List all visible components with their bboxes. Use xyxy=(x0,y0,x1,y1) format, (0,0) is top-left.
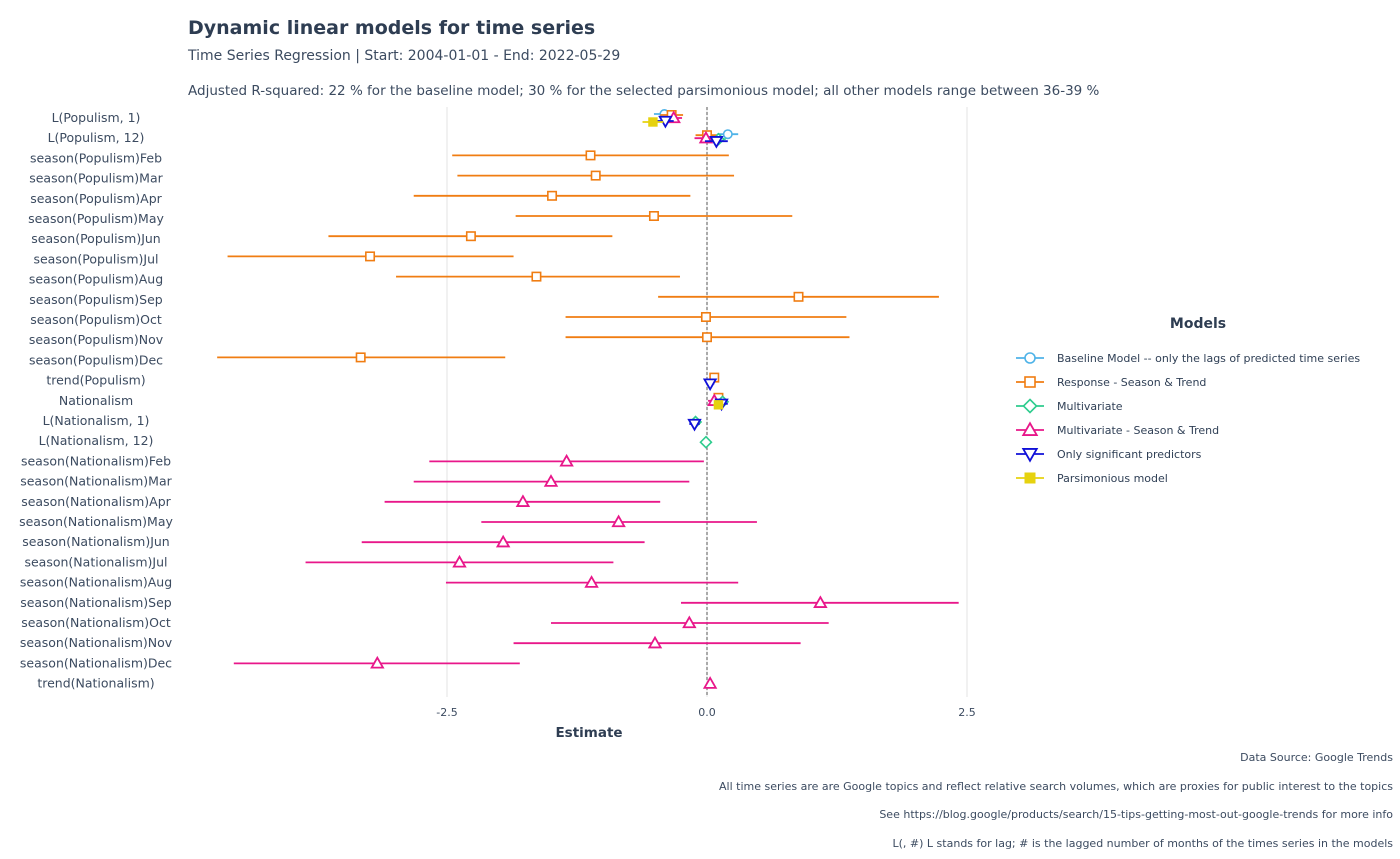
y-tick-label: season(Nationalism)May xyxy=(19,514,173,529)
estimate-point xyxy=(465,231,476,242)
estimate-point xyxy=(701,332,712,343)
estimate-point xyxy=(547,190,558,201)
y-tick-label: season(Nationalism)Jul xyxy=(24,554,167,569)
estimate-point xyxy=(452,554,467,568)
legend-label: Response - Season & Trend xyxy=(1057,375,1207,389)
estimate-point xyxy=(682,615,697,629)
y-tick-label: season(Populism)Dec xyxy=(29,352,163,367)
legend-key-icon xyxy=(1016,421,1044,436)
legend-key-icon xyxy=(1016,376,1044,388)
estimate-point xyxy=(365,251,376,262)
caption-link: See https://blog.google/products/search/… xyxy=(879,808,1393,822)
y-tick-label: season(Populism)Jul xyxy=(33,251,158,266)
x-tick-label: -2.5 xyxy=(436,706,457,719)
estimate-point xyxy=(648,211,659,222)
y-tick-label: season(Populism)May xyxy=(28,211,164,226)
series-5 xyxy=(642,117,724,410)
y-tick-label: season(Nationalism)Sep xyxy=(20,595,172,610)
x-tick-label: 2.5 xyxy=(958,706,976,719)
estimate-point xyxy=(559,453,574,467)
y-tick-label: season(Populism)Jun xyxy=(31,231,160,246)
legend-label: Multivariate - Season & Trend xyxy=(1057,423,1220,437)
estimate-point xyxy=(648,117,658,127)
caption-source: Data Source: Google Trends xyxy=(1240,751,1393,764)
legend-label: Parsimonious model xyxy=(1057,471,1168,485)
estimate-point xyxy=(585,150,596,161)
legend-label: Multivariate xyxy=(1057,399,1123,413)
y-tick-label: season(Populism)Nov xyxy=(29,332,164,347)
estimate-point xyxy=(543,474,559,487)
caption-topics: All time series are are Google topics an… xyxy=(719,779,1393,793)
legend-items: Baseline Model -- only the lags of predi… xyxy=(1015,346,1381,490)
y-tick-label: season(Populism)Aug xyxy=(29,272,163,287)
y-tick-label: L(Nationalism, 12) xyxy=(39,433,154,448)
estimate-point xyxy=(370,655,385,669)
chart-subtitle-r-squared: Adjusted R-squared: 22 % for the baselin… xyxy=(188,83,1100,99)
y-tick-label: season(Nationalism)Mar xyxy=(20,474,172,489)
estimate-point xyxy=(698,130,714,144)
y-tick-label: trend(Nationalism) xyxy=(37,676,154,691)
series-4 xyxy=(657,115,729,432)
estimate-point xyxy=(531,271,542,282)
legend-key-icon xyxy=(1016,352,1044,364)
y-tick-label: L(Nationalism, 1) xyxy=(43,413,150,428)
legend: Models Baseline Model -- only the lags o… xyxy=(1015,316,1381,490)
y-tick-label: season(Populism)Sep xyxy=(29,292,163,307)
legend-item: Multivariate xyxy=(1015,394,1381,418)
legend-key-icon xyxy=(1016,398,1044,414)
y-tick-label: season(Nationalism)Feb xyxy=(21,453,171,468)
estimate-point xyxy=(647,635,663,649)
legend-item: Response - Season & Trend xyxy=(1015,370,1381,394)
y-tick-label: season(Nationalism)Aug xyxy=(20,575,172,590)
series-3 xyxy=(233,110,959,689)
estimate-point xyxy=(700,311,711,322)
estimate-point xyxy=(611,514,626,528)
estimate-point xyxy=(709,136,724,149)
legend-label: Only significant predictors xyxy=(1057,447,1202,461)
y-tick-label: season(Nationalism)Dec xyxy=(20,655,172,670)
estimate-point xyxy=(813,595,828,608)
estimate-point xyxy=(702,676,718,689)
legend-label: Baseline Model -- only the lags of predi… xyxy=(1057,351,1361,365)
y-tick-label: season(Populism)Mar xyxy=(29,171,163,186)
estimate-point xyxy=(699,435,713,449)
y-tick-label: season(Nationalism)Jun xyxy=(22,534,169,549)
chart-subtitle: Time Series Regression | Start: 2004-01-… xyxy=(188,48,621,64)
legend-title: Models xyxy=(1169,316,1227,332)
legend-item: Parsimonious model xyxy=(1015,466,1381,490)
chart-title: Dynamic linear models for time series xyxy=(188,17,596,39)
x-tick-label: 0.0 xyxy=(698,706,716,719)
y-tick-label: season(Nationalism)Oct xyxy=(21,615,171,630)
series-1 xyxy=(217,110,939,403)
estimate-point xyxy=(515,494,531,507)
y-tick-label: Nationalism xyxy=(59,393,133,408)
estimate-point xyxy=(495,534,511,548)
estimate-point xyxy=(702,378,718,392)
estimate-point xyxy=(584,575,599,588)
legend-item: Only significant predictors xyxy=(1015,442,1381,466)
y-tick-label: L(Populism, 12) xyxy=(48,130,145,145)
estimate-point xyxy=(713,400,724,410)
caption-lag-note: L(, #) L stands for lag; # is the lagged… xyxy=(892,837,1393,851)
y-tick-label: season(Populism)Feb xyxy=(30,150,162,165)
x-axis-title: Estimate xyxy=(555,725,622,741)
y-tick-label: season(Nationalism)Nov xyxy=(20,635,173,650)
y-tick-label: season(Nationalism)Apr xyxy=(21,494,171,509)
estimate-point xyxy=(722,129,733,140)
estimate-point xyxy=(793,291,804,302)
y-tick-label: season(Populism)Apr xyxy=(30,191,162,206)
legend-item: Multivariate - Season & Trend xyxy=(1015,418,1381,442)
legend-key-icon xyxy=(1016,472,1044,484)
estimate-point xyxy=(590,170,601,181)
captions: Data Source: Google Trends All time seri… xyxy=(719,744,1393,859)
legend-item: Baseline Model -- only the lags of predi… xyxy=(1015,346,1381,370)
estimate-point xyxy=(355,352,366,363)
y-tick-label: trend(Populism) xyxy=(46,373,145,388)
y-tick-label: L(Populism, 1) xyxy=(52,110,141,125)
legend-key-icon xyxy=(1016,448,1044,463)
estimate-point xyxy=(687,418,702,432)
y-tick-label: season(Populism)Oct xyxy=(30,312,162,327)
